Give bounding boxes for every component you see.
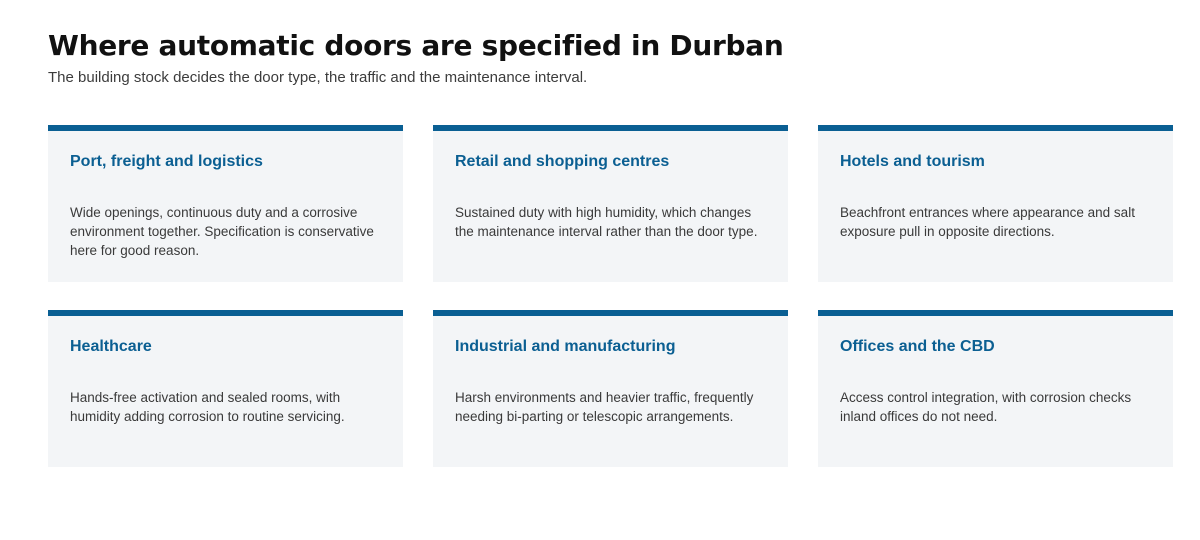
sector-card-industrial-manufacturing: Industrial and manufacturing Harsh envir… <box>433 310 788 467</box>
sector-card-port-freight-logistics: Port, freight and logistics Wide opening… <box>48 125 403 282</box>
page-subtitle: The building stock decides the door type… <box>48 69 588 86</box>
sector-card-grid: Port, freight and logistics Wide opening… <box>48 125 1173 467</box>
sector-card-title: Offices and the CBD <box>840 338 995 355</box>
sector-card-description: Beachfront entrances where appearance an… <box>840 205 1135 239</box>
sector-card-description: Wide openings, continuous duty and a cor… <box>70 205 374 258</box>
page-title: Where automatic doors are specified in D… <box>48 29 784 62</box>
sector-card-title: Port, freight and logistics <box>70 153 263 170</box>
sector-card-healthcare: Healthcare Hands-free activation and sea… <box>48 310 403 467</box>
sector-card-title: Hotels and tourism <box>840 153 985 170</box>
sector-card-description: Access control integration, with corrosi… <box>840 390 1132 424</box>
sector-card-description: Harsh environments and heavier traffic, … <box>455 390 754 424</box>
sector-card-title: Retail and shopping centres <box>455 153 670 170</box>
sector-card-title: Industrial and manufacturing <box>455 338 676 355</box>
sectors-section: Where automatic doors are specified in D… <box>48 0 1173 467</box>
sector-card-description: Sustained duty with high humidity, which… <box>455 205 758 239</box>
sector-card-title: Healthcare <box>70 338 152 355</box>
sector-card-hotels-tourism: Hotels and tourism Beachfront entrances … <box>818 125 1173 282</box>
sector-card-offices-cbd: Offices and the CBD Access control integ… <box>818 310 1173 467</box>
sector-card-description: Hands-free activation and sealed rooms, … <box>70 390 345 424</box>
sector-card-retail-shopping-centres: Retail and shopping centres Sustained du… <box>433 125 788 282</box>
